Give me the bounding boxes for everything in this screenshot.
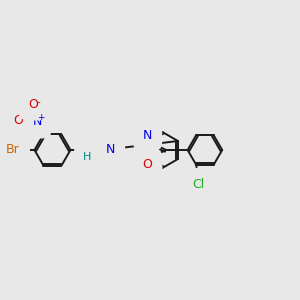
Text: Cl: Cl [192,178,204,191]
Text: -: - [36,97,40,107]
Text: O: O [28,98,38,110]
Text: +: + [37,113,44,122]
Text: N: N [106,143,115,156]
Text: O: O [13,114,23,127]
Text: N: N [33,116,42,128]
Text: H: H [83,152,91,162]
Text: O: O [142,158,152,171]
Text: N: N [143,129,152,142]
Text: Br: Br [6,143,20,157]
